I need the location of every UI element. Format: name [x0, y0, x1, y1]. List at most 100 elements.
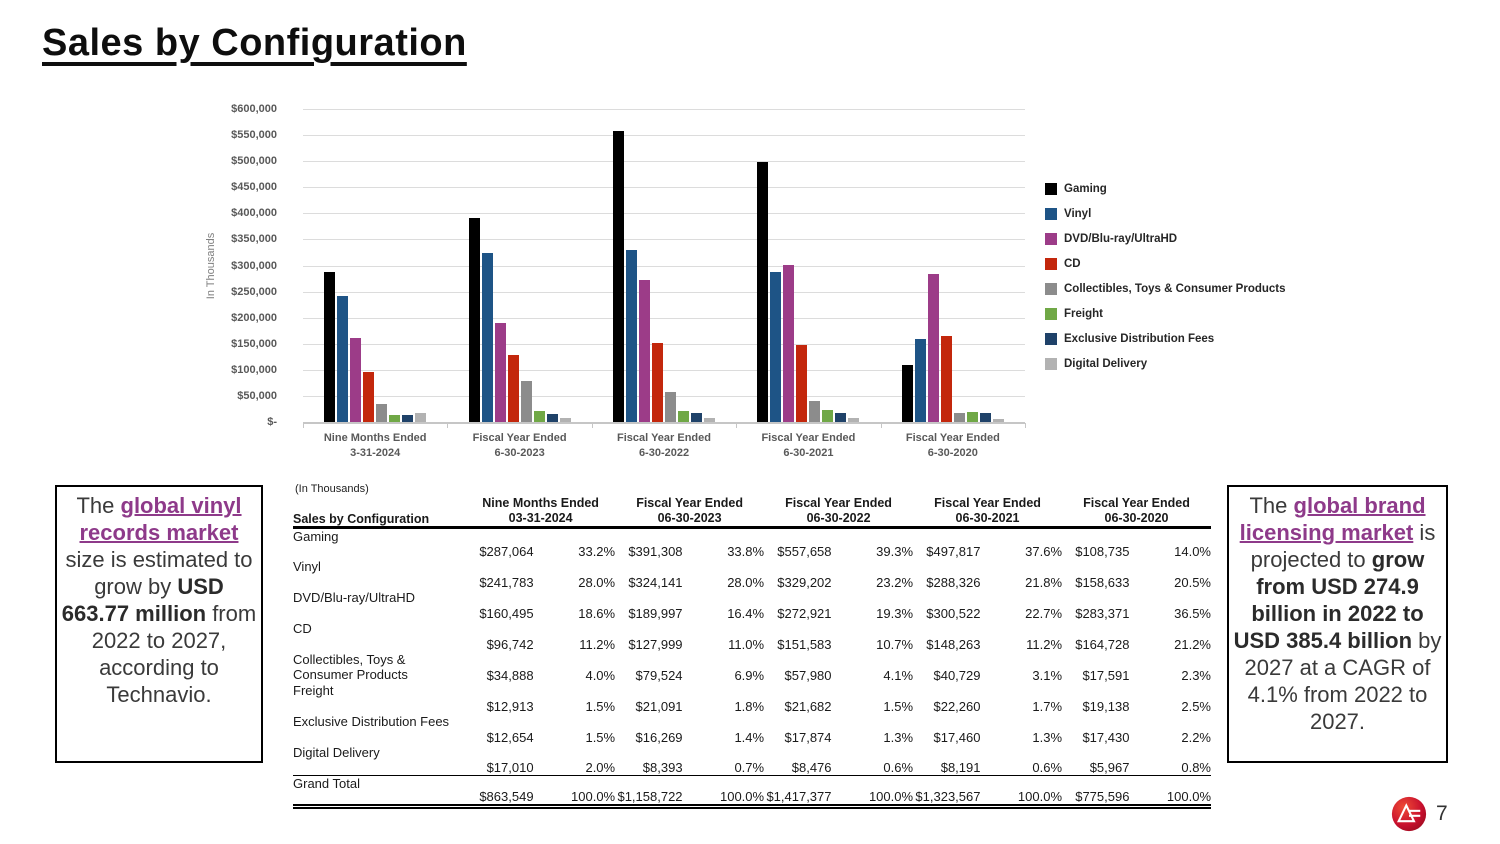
bar-gaming	[901, 365, 913, 422]
legend-item: Vinyl	[1045, 208, 1286, 220]
x-axis-category-label: Fiscal Year Ended 6-30-2021	[761, 432, 856, 459]
percent-cell: 1.5%	[585, 698, 616, 714]
value-cell: $391,308	[628, 543, 683, 559]
legend-label: Digital Delivery	[1064, 358, 1148, 370]
note-text: by 2027 at a CAGR of 4.1% from 2022 to 2…	[1244, 628, 1442, 734]
value-cell: $8,393	[642, 760, 683, 775]
percent-cell: 1.3%	[883, 729, 914, 745]
bar-collectibles-toys-consumer-products	[520, 380, 532, 422]
page-number: 7	[1436, 802, 1448, 825]
market-link[interactable]: global brand licensing market	[1239, 493, 1426, 545]
y-tick-label: $200,000	[231, 311, 277, 324]
bar-freight	[533, 411, 545, 422]
bar-vinyl	[770, 271, 782, 422]
market-link[interactable]: global vinyl records market	[79, 493, 242, 545]
value-cell: $300,522	[926, 605, 981, 621]
x-axis-category-label: Nine Months Ended 3-31-2024	[323, 432, 427, 459]
note-text: is projected to	[1250, 520, 1436, 572]
bar-dvd-blu-ray-ultrahd	[783, 265, 795, 422]
bar-collectibles-toys-consumer-products	[809, 400, 821, 422]
value-cell: $5,967	[1089, 760, 1130, 775]
alliance-entertainment-logo-icon	[1391, 796, 1427, 832]
percent-cell: 100.0%	[980, 775, 1063, 809]
legend-item: Exclusive Distribution Fees	[1045, 333, 1286, 345]
value-cell: $17,591	[1082, 667, 1130, 683]
percent-cell: 100.0%	[831, 775, 914, 809]
percent-cell: 1.4%	[734, 729, 765, 745]
bar-digital-delivery	[848, 417, 860, 422]
column-header: Fiscal Year Ended 06-30-2022	[764, 496, 914, 529]
bar-group	[447, 109, 591, 422]
value-cell: $283,371	[1075, 605, 1130, 621]
percent-cell: 11.2%	[579, 636, 616, 652]
bar-freight	[389, 415, 401, 422]
y-tick-label: $300,000	[231, 259, 277, 272]
table-corner-header: Sales by Configuration	[293, 496, 467, 529]
legend-swatch-icon	[1045, 358, 1057, 370]
legend-swatch-icon	[1045, 208, 1057, 220]
percent-cell: 1.3%	[1032, 729, 1063, 745]
gridline	[303, 239, 1025, 241]
legend-label: Gaming	[1064, 183, 1107, 195]
gridline	[303, 161, 1025, 163]
legend-label: Freight	[1064, 308, 1103, 320]
legend-swatch-icon	[1045, 333, 1057, 345]
x-axis-labels: Nine Months Ended 3-31-2024 Fiscal Year En…	[303, 431, 1025, 461]
percent-cell: 19.3%	[876, 605, 914, 621]
value-cell: $287,064	[479, 543, 534, 559]
percent-cell: 0.6%	[883, 760, 914, 775]
percent-cell: 3.1%	[1032, 667, 1063, 683]
x-tick-mark	[447, 423, 449, 428]
bar-exclusive-distribution-fees	[979, 412, 991, 422]
value-cell: $16,269	[635, 729, 683, 745]
row-label: CD	[293, 620, 312, 636]
bar-cd	[363, 371, 375, 422]
bar-digital-delivery	[415, 413, 427, 422]
bar-gaming	[468, 217, 480, 422]
percent-cell: 6.9%	[734, 667, 765, 683]
value-cell: $1,323,567	[913, 775, 981, 809]
bar-exclusive-distribution-fees	[835, 412, 847, 422]
row-label: Vinyl	[293, 558, 321, 574]
x-tick-mark	[880, 423, 882, 428]
table-header-row: Sales by Configuration Nine Months Ended…	[293, 496, 1211, 529]
percent-cell: 14.0%	[1174, 543, 1211, 559]
value-cell: $158,633	[1075, 574, 1130, 590]
y-axis-ticks: $600,000 $550,000 $500,000 $450,000 $400,000…	[205, 103, 285, 428]
percent-cell: 1.8%	[734, 698, 765, 714]
bar-cd	[507, 355, 519, 422]
percent-cell: 28.0%	[578, 574, 616, 590]
bar-digital-delivery	[704, 417, 716, 422]
bar-cd	[796, 344, 808, 422]
value-cell: $17,010	[486, 760, 534, 775]
gridline	[303, 265, 1025, 267]
bar-exclusive-distribution-fees	[402, 415, 414, 422]
value-cell: $148,263	[926, 636, 981, 652]
legend-label: Vinyl	[1064, 208, 1092, 220]
legend-swatch-icon	[1045, 183, 1057, 195]
percent-cell: 1.5%	[585, 729, 616, 745]
row-label: Grand Total	[293, 775, 467, 809]
row-label: Freight	[293, 682, 334, 698]
legend-item: Gaming	[1045, 183, 1286, 195]
value-cell: $17,430	[1082, 729, 1130, 745]
value-cell: $164,728	[1075, 636, 1130, 652]
note-text: from 2022 to 2027, according to Technavi…	[91, 601, 257, 707]
value-cell: $557,658	[777, 543, 832, 559]
grand-total-row: Grand Total $863,549 100.0% $1,158,722 100.0…	[293, 775, 1211, 809]
percent-cell: 18.6%	[578, 605, 616, 621]
column-header: Fiscal Year Ended 06-30-2020	[1062, 496, 1211, 529]
percent-cell: 2.3%	[1181, 667, 1211, 683]
percent-cell: 21.2%	[1174, 636, 1211, 652]
percent-cell: 2.0%	[585, 760, 616, 775]
bar-group	[303, 109, 447, 422]
row-label: Gaming	[293, 529, 339, 544]
value-cell: $189,997	[628, 605, 683, 621]
sales-table-section: (In Thousands) Sales by Configuration Ni…	[293, 483, 1211, 809]
footer: 7	[1391, 796, 1448, 832]
value-cell: $288,326	[926, 574, 981, 590]
row-label: Collectibles, Toys & Consumer Products	[293, 651, 408, 682]
value-cell: $12,913	[486, 698, 534, 714]
percent-cell: 22.7%	[1025, 605, 1063, 621]
